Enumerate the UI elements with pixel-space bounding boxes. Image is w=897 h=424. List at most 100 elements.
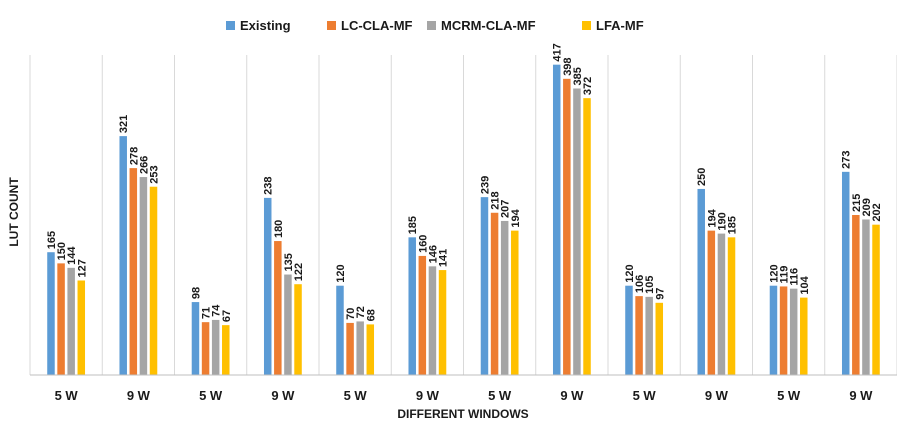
legend-label-lfa-mf: LFA-MF [596, 18, 644, 33]
bar-existing-group-10 [697, 188, 705, 375]
bar-lc-cla-mf-group-4 [274, 241, 282, 375]
legend-label-existing: Existing [240, 18, 291, 33]
data-label-lc-cla-mf-group-10: 194 [706, 208, 718, 227]
data-label-lfa-mf-group-1: 127 [76, 259, 88, 277]
data-label-mcrm-cla-mf-group-1: 144 [66, 246, 78, 265]
data-label-lfa-mf-group-4: 122 [293, 263, 305, 281]
bar-mcrm-cla-mf-group-6 [428, 266, 437, 375]
bar-existing-group-4 [263, 197, 272, 375]
bar-lfa-mf-group-6 [438, 270, 447, 375]
x-tick-label-1: 5 W [55, 388, 79, 403]
bar-lc-cla-mf-group-7 [490, 212, 499, 375]
x-tick-label-3: 5 W [199, 388, 223, 403]
legend: Existing LC-CLA-MF MCRM-CLA-MF LFA-MF [226, 18, 644, 33]
legend-label-lc-cla-mf: LC-CLA-MF [341, 18, 413, 33]
data-label-existing-group-12: 273 [841, 150, 853, 168]
data-label-lfa-mf-group-2: 253 [149, 165, 161, 183]
data-label-lc-cla-mf-group-4: 180 [273, 220, 285, 238]
data-label-mcrm-cla-mf-group-12: 209 [861, 198, 873, 216]
bar-mcrm-cla-mf-group-11 [789, 288, 798, 375]
data-label-mcrm-cla-mf-group-4: 135 [283, 253, 295, 271]
data-label-lfa-mf-group-12: 202 [871, 203, 883, 221]
data-label-lfa-mf-group-8: 372 [582, 77, 594, 95]
data-label-existing-group-6: 185 [407, 216, 419, 234]
data-label-lc-cla-mf-group-2: 278 [128, 147, 140, 165]
data-label-lc-cla-mf-group-7: 218 [490, 191, 502, 209]
bar-mcrm-cla-mf-group-3 [211, 319, 220, 375]
bar-lfa-mf-group-10 [727, 237, 736, 375]
data-label-existing-group-7: 239 [479, 176, 491, 194]
bar-lc-cla-mf-group-1 [57, 263, 65, 375]
bar-lc-cla-mf-group-3 [201, 322, 210, 375]
data-label-mcrm-cla-mf-group-9: 105 [644, 276, 656, 294]
bar-lc-cla-mf-group-11 [779, 286, 788, 375]
data-label-lfa-mf-group-9: 97 [654, 288, 666, 300]
x-tick-label-2: 9 W [127, 388, 151, 403]
data-label-lc-cla-mf-group-5: 70 [345, 308, 357, 320]
x-tick-label-6: 9 W [416, 388, 440, 403]
data-label-lfa-mf-group-7: 194 [510, 208, 522, 227]
bar-lfa-mf-group-7 [511, 230, 519, 375]
bar-mcrm-cla-mf-group-4 [284, 274, 292, 375]
data-label-lc-cla-mf-group-11: 119 [779, 266, 791, 284]
x-tick-labels: 5 W 9 W 5 W 9 W 5 W 9 W 5 W 9 W 5 W 9 W 5 W 9 W [55, 388, 874, 403]
bar-lc-cla-mf-group-10 [707, 230, 716, 375]
data-label-lfa-mf-group-5: 68 [365, 309, 377, 321]
bar-lc-cla-mf-group-8 [563, 78, 571, 375]
data-label-existing-group-9: 120 [624, 264, 636, 282]
data-label-existing-group-4: 238 [263, 177, 275, 195]
bars [47, 64, 880, 376]
data-label-mcrm-cla-mf-group-5: 72 [355, 306, 367, 318]
legend-swatch-lfa-mf [582, 21, 591, 30]
bar-mcrm-cla-mf-group-9 [645, 296, 653, 375]
legend-swatch-mcrm-cla-mf [427, 21, 436, 30]
x-tick-label-10: 9 W [705, 388, 729, 403]
bar-lc-cla-mf-group-5 [346, 322, 354, 375]
bar-lfa-mf-group-1 [77, 280, 86, 375]
data-label-mcrm-cla-mf-group-6: 146 [427, 245, 439, 263]
data-label-existing-group-11: 120 [768, 264, 780, 282]
bar-mcrm-cla-mf-group-8 [573, 88, 581, 376]
data-label-existing-group-8: 417 [552, 43, 564, 61]
bar-existing-group-11 [769, 285, 778, 375]
bar-mcrm-cla-mf-group-7 [500, 220, 509, 375]
data-label-lc-cla-mf-group-12: 215 [851, 194, 863, 212]
x-tick-label-8: 9 W [560, 388, 584, 403]
bar-lfa-mf-group-8 [583, 98, 591, 375]
group-separators [29, 55, 897, 375]
bar-existing-group-7 [480, 197, 489, 375]
data-label-lfa-mf-group-11: 104 [799, 275, 811, 294]
x-tick-label-5: 5 W [344, 388, 368, 403]
data-label-mcrm-cla-mf-group-2: 266 [138, 156, 150, 174]
x-tick-label-4: 9 W [271, 388, 295, 403]
bar-mcrm-cla-mf-group-12 [862, 219, 870, 375]
x-tick-label-9: 5 W [633, 388, 657, 403]
data-label-mcrm-cla-mf-group-8: 385 [572, 67, 584, 85]
bar-mcrm-cla-mf-group-2 [139, 177, 148, 375]
bar-lc-cla-mf-group-2 [129, 168, 138, 375]
bar-lc-cla-mf-group-9 [635, 296, 643, 375]
data-label-lc-cla-mf-group-3: 71 [201, 307, 213, 319]
data-label-existing-group-5: 120 [335, 264, 347, 282]
legend-swatch-lc-cla-mf [327, 21, 336, 30]
bar-lfa-mf-group-11 [800, 297, 808, 375]
data-label-lc-cla-mf-group-1: 150 [56, 242, 68, 260]
bar-mcrm-cla-mf-group-5 [356, 321, 364, 375]
bar-existing-group-8 [552, 64, 561, 376]
data-label-mcrm-cla-mf-group-3: 74 [211, 304, 223, 317]
data-label-lc-cla-mf-group-9: 106 [634, 275, 646, 293]
bar-lc-cla-mf-group-12 [852, 215, 860, 375]
legend-label-mcrm-cla-mf: MCRM-CLA-MF [441, 18, 536, 33]
data-label-existing-group-1: 165 [46, 231, 58, 249]
data-label-lc-cla-mf-group-8: 398 [562, 57, 574, 75]
bar-lfa-mf-group-4 [294, 284, 302, 375]
bar-lfa-mf-group-9 [655, 302, 664, 375]
data-label-existing-group-10: 250 [696, 168, 708, 186]
data-label-lfa-mf-group-10: 185 [727, 216, 739, 234]
bar-lfa-mf-group-5 [366, 324, 375, 375]
bar-existing-group-2 [119, 136, 127, 375]
data-label-mcrm-cla-mf-group-7: 207 [500, 200, 512, 218]
x-axis-label: DIFFERENT WINDOWS [397, 407, 528, 421]
bar-lfa-mf-group-12 [872, 224, 880, 375]
x-tick-label-12: 9 W [849, 388, 873, 403]
